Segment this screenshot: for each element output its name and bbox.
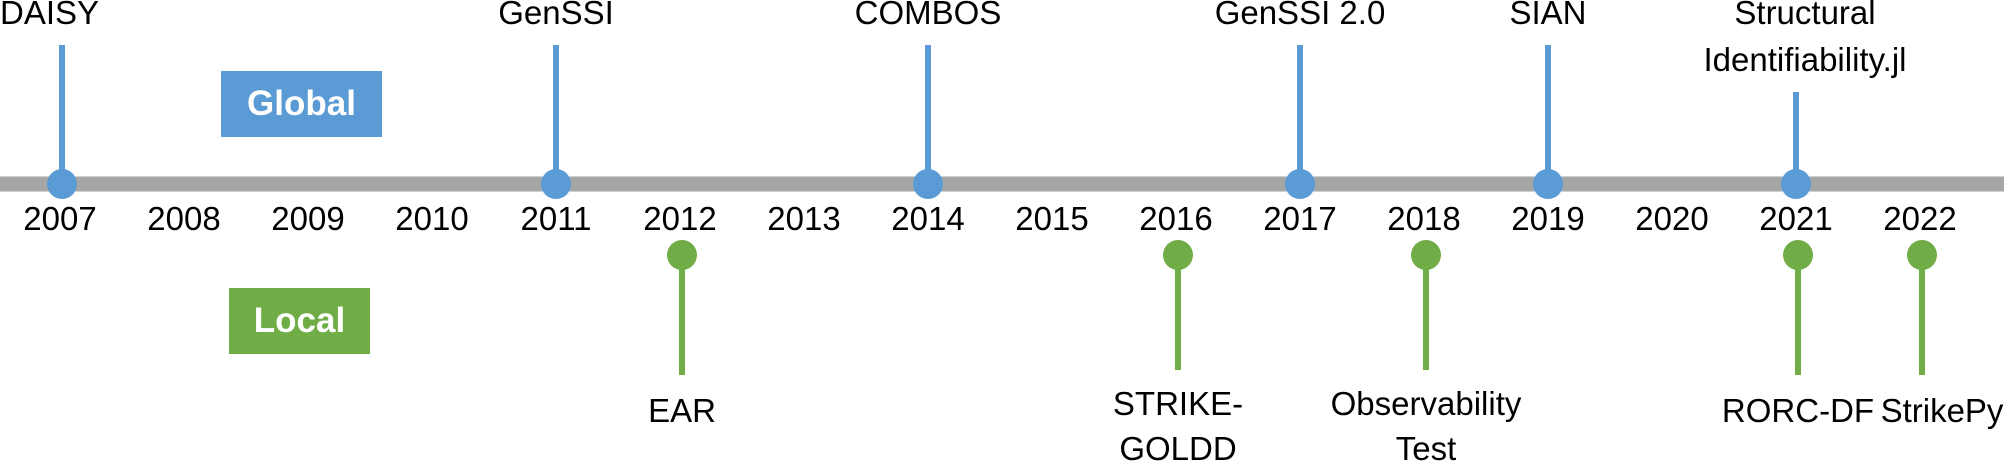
global-label-structural-identifiability-jl-line1: Structural [1734,0,1875,31]
year-label-2017: 2017 [1263,200,1336,237]
global-marker-structural-identifiability-jl [1781,169,1811,199]
year-label-2013: 2013 [767,200,840,237]
global-tools: DAISY GenSSI COMBOS GenSSI 2.0 SIAN Structura… [0,0,1906,199]
global-label-daisy: DAISY [0,0,99,31]
local-label-observability-test-line1: Observability [1331,385,1522,422]
year-label-2022: 2022 [1883,200,1956,237]
local-label-ear: EAR [648,392,716,429]
year-label-2016: 2016 [1139,200,1212,237]
local-label-strike-goldd-line1: STRIKE- [1113,385,1243,422]
global-label-combos: COMBOS [855,0,1002,31]
year-label-2008: 2008 [147,200,220,237]
global-label-structural-identifiability-jl-line2: Identifiability.jl [1704,41,1907,78]
local-tools: EAR STRIKE- GOLDD Observability Test RORC-DF S… [648,240,2004,464]
year-label-2012: 2012 [643,200,716,237]
local-marker-strike-goldd [1163,240,1193,270]
year-label-2020: 2020 [1635,200,1708,237]
year-label-2018: 2018 [1387,200,1460,237]
global-marker-sian [1533,169,1563,199]
local-label-observability-test-line2: Test [1396,430,1457,464]
local-marker-ear [667,240,697,270]
global-marker-daisy [47,169,77,199]
global-marker-genssi [541,169,571,199]
year-labels: 2007 2008 2009 2010 2011 2012 2013 2014 2015 2016… [23,200,1956,237]
local-label-rorc-df: RORC-DF [1722,392,1874,429]
year-label-2019: 2019 [1511,200,1584,237]
year-label-2007: 2007 [23,200,96,237]
year-label-2015: 2015 [1015,200,1088,237]
local-marker-strikepy [1907,240,1937,270]
global-label-genssi-2-0: GenSSI 2.0 [1215,0,1386,31]
local-legend-badge: Local [229,288,370,354]
local-label-strike-goldd-line2: GOLDD [1119,430,1236,464]
global-marker-combos [913,169,943,199]
global-marker-genssi-2-0 [1285,169,1315,199]
local-marker-rorc-df [1783,240,1813,270]
year-label-2010: 2010 [395,200,468,237]
local-label-strikepy: StrikePy [1881,392,2004,429]
year-label-2014: 2014 [891,200,964,237]
year-label-2021: 2021 [1759,200,1832,237]
year-label-2011: 2011 [521,200,592,237]
global-label-genssi: GenSSI [498,0,614,31]
year-label-2009: 2009 [271,200,344,237]
global-legend-badge: Global [221,71,382,137]
global-label-sian: SIAN [1509,0,1586,31]
local-marker-observability-test [1411,240,1441,270]
